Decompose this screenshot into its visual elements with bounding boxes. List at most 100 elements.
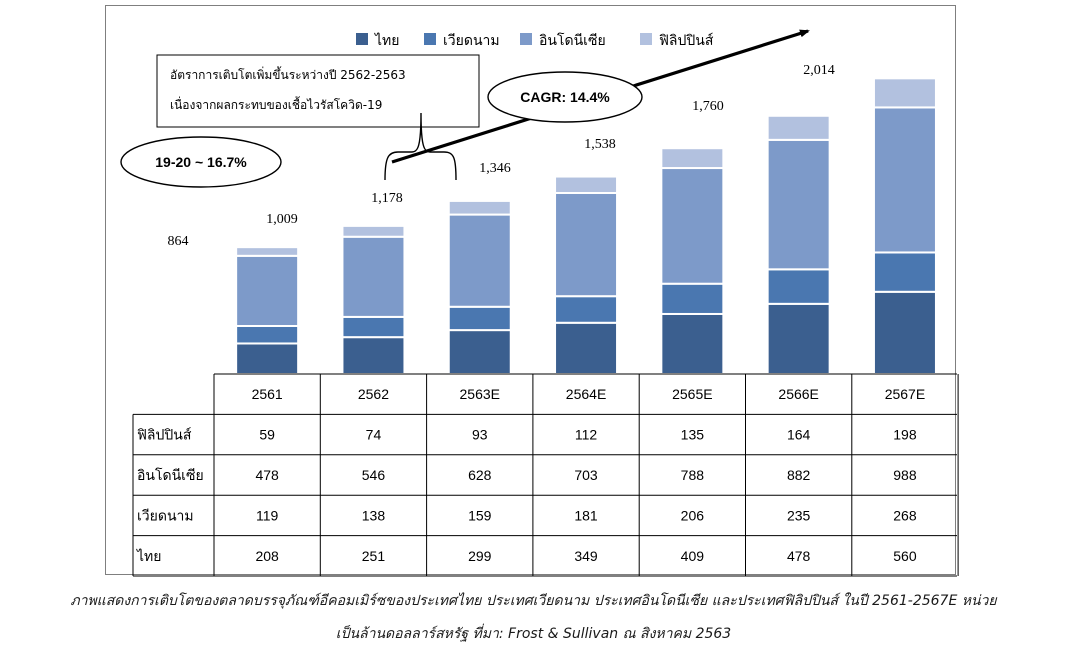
legend: ไทย เวียดนาม อินโดนีเซีย ฟิลิปปินส์ xyxy=(356,32,714,49)
bar-segment xyxy=(447,329,512,376)
table-cell: 268 xyxy=(893,507,917,523)
table-header-cell: 2564E xyxy=(566,386,606,402)
table-cell: 159 xyxy=(468,507,492,523)
bar-segment xyxy=(872,106,937,254)
bar-segment xyxy=(872,77,937,109)
legend-label: อินโดนีเซีย xyxy=(539,32,606,49)
table-cell: 546 xyxy=(362,467,386,483)
bar-segment xyxy=(766,302,831,375)
table-cell: 59 xyxy=(259,427,275,443)
table-header-cell: 2565E xyxy=(672,386,712,402)
table-cell: 93 xyxy=(472,427,488,443)
growth-19-20-callout: 19-20 ~ 16.7% xyxy=(120,136,282,188)
bar-segment xyxy=(341,235,406,318)
total-label: 1,538 xyxy=(584,137,616,152)
bar-segment xyxy=(447,305,512,332)
cagr-label: CAGR: 14.4% xyxy=(520,89,610,105)
bar-segment xyxy=(554,295,619,324)
data-table: 2561 2562 2563E 2564E 2565E 2566E 2567E ฟิลิปปิ… xyxy=(132,373,959,577)
table-header-cell: 2561 xyxy=(252,386,283,402)
table-cell: 560 xyxy=(893,548,917,564)
table-cell: 628 xyxy=(468,467,492,483)
caption-line-2: เป็นล้านดอลลาร์สหรัฐ ที่มา: Frost & Sull… xyxy=(335,626,732,642)
table-cell: 478 xyxy=(787,548,811,564)
bar-segment xyxy=(447,199,512,216)
table-cell: 181 xyxy=(574,507,598,523)
bar-segment xyxy=(341,224,406,238)
table-cell: 206 xyxy=(681,507,705,523)
total-label: 1,178 xyxy=(371,191,403,206)
cagr-callout: CAGR: 14.4% xyxy=(487,71,643,123)
legend-label: ฟิลิปปินส์ xyxy=(659,32,714,49)
table-cell: 251 xyxy=(362,548,386,564)
table-row-label: ไทย xyxy=(136,548,161,565)
legend-swatch xyxy=(640,33,652,45)
total-label: 1,009 xyxy=(266,212,298,227)
chart-frame xyxy=(105,5,956,575)
legend-label: ไทย xyxy=(374,32,399,49)
growth-annotation: อัตราการเติบโตเพิ่มขึ้นระหว่างปี 2562-25… xyxy=(156,54,480,181)
bar-segment xyxy=(235,342,300,376)
growth-brace xyxy=(384,112,457,181)
bars xyxy=(235,77,937,376)
table-cell: 198 xyxy=(893,427,917,443)
legend-swatch xyxy=(520,33,532,45)
bar-segment xyxy=(872,290,937,375)
bar-segment xyxy=(235,254,300,327)
bar-segment xyxy=(660,282,725,315)
table-cell: 409 xyxy=(681,548,705,564)
bar-segment xyxy=(235,324,300,345)
table-cell: 988 xyxy=(893,467,917,483)
table-cell: 235 xyxy=(787,507,811,523)
table-cell: 299 xyxy=(468,548,492,564)
table-cell: 164 xyxy=(787,427,811,443)
caption-line-1: ภาพแสดงการเติบโตของตลาดบรรจุภัณฑ์อีคอมเม… xyxy=(70,593,997,609)
bar-segment xyxy=(554,321,619,376)
bar-segment xyxy=(341,315,406,339)
table-row-label: อินโดนีเซีย xyxy=(137,467,204,484)
table-cell: 74 xyxy=(366,427,382,443)
total-label: 2,014 xyxy=(803,63,835,78)
table-cell: 349 xyxy=(574,548,598,564)
table-cell: 882 xyxy=(787,467,811,483)
table-row-label: ฟิลิปปินส์ xyxy=(137,427,192,444)
bar-segment xyxy=(554,175,619,194)
table-header-cell: 2562 xyxy=(358,386,389,402)
table-header-cell: 2567E xyxy=(885,386,925,402)
table-row-label: เวียดนาม xyxy=(137,508,194,524)
table-cell: 478 xyxy=(255,467,279,483)
table-cell: 138 xyxy=(362,507,386,523)
table-cell: 119 xyxy=(256,507,279,523)
bar-segment xyxy=(872,251,937,293)
legend-swatch xyxy=(356,33,368,45)
total-label: 1,760 xyxy=(692,99,724,114)
bar-segment xyxy=(660,167,725,285)
bar-segment xyxy=(660,147,725,170)
growth-19-20-ellipse xyxy=(120,136,282,188)
bar-segment xyxy=(766,268,831,305)
table-cell: 135 xyxy=(681,427,705,443)
growth-note-line1: อัตราการเติบโตเพิ่มขึ้นระหว่างปี 2562-25… xyxy=(170,66,406,82)
legend-label: เวียดนาม xyxy=(443,33,500,49)
cagr-ellipse xyxy=(487,71,643,123)
bar-segment xyxy=(341,336,406,375)
table-cell: 703 xyxy=(574,467,598,483)
bar-segment xyxy=(766,114,831,141)
bar-segment xyxy=(554,191,619,298)
bar-segment xyxy=(447,213,512,308)
growth-19-20-label: 19-20 ~ 16.7% xyxy=(155,154,247,170)
legend-swatch xyxy=(424,33,436,45)
total-label: 864 xyxy=(168,234,189,249)
table-header-cell: 2566E xyxy=(778,386,818,402)
bar-segment xyxy=(235,246,300,257)
growth-note-box xyxy=(156,54,480,128)
total-labels: 864 1,009 1,178 1,346 1,538 1,760 2,014 xyxy=(168,63,835,249)
table-cell: 788 xyxy=(681,467,705,483)
growth-note-line2: เนื่องจากผลกระทบของเชื้อไวรัสโควิด-19 xyxy=(170,96,382,112)
total-label: 1,346 xyxy=(479,161,511,176)
table-cell: 208 xyxy=(255,548,279,564)
table-cell: 112 xyxy=(575,427,598,443)
bar-segment xyxy=(766,138,831,271)
bar-segment xyxy=(660,312,725,375)
